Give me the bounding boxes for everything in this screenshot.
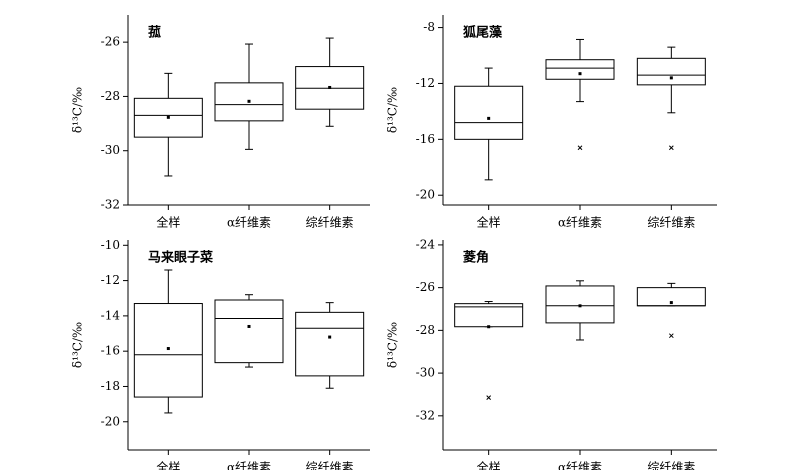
panel-title: 菱角 bbox=[463, 250, 489, 266]
outlier bbox=[668, 333, 674, 339]
panel-title: 马来眼子菜 bbox=[148, 250, 213, 266]
x-tick-label: 全样 bbox=[477, 460, 501, 471]
y-tick-label: -28 bbox=[416, 323, 435, 337]
y-tick-label: -14 bbox=[101, 308, 121, 322]
outlier bbox=[668, 145, 674, 151]
box bbox=[214, 299, 284, 364]
mean bbox=[487, 116, 491, 120]
y-tick-label: -10 bbox=[101, 238, 120, 252]
mean bbox=[247, 324, 251, 328]
x-tick-label: 综纤维素 bbox=[306, 216, 354, 230]
box bbox=[636, 57, 706, 86]
mean bbox=[166, 115, 170, 119]
mean bbox=[328, 85, 332, 89]
y-tick-label: -8 bbox=[423, 20, 435, 34]
x-tick-label: 全样 bbox=[156, 215, 180, 230]
y-tick-label: -24 bbox=[416, 237, 436, 251]
panel-title: 狐尾藻 bbox=[463, 25, 503, 41]
y-tick-label: -32 bbox=[101, 198, 120, 212]
y-tick-label: -12 bbox=[416, 76, 435, 90]
mean bbox=[166, 347, 170, 351]
y-tick-label: -18 bbox=[101, 379, 120, 393]
y-tick-label: -16 bbox=[416, 132, 435, 146]
y-axis-label: δ¹³C/‰ bbox=[71, 87, 85, 133]
y-axis-label: δ¹³C/‰ bbox=[71, 322, 85, 368]
box bbox=[545, 59, 615, 80]
mean bbox=[328, 335, 332, 339]
y-tick-label: -16 bbox=[101, 344, 120, 358]
box bbox=[133, 303, 203, 398]
x-tick-label: α纤维素 bbox=[558, 461, 602, 471]
mean bbox=[578, 304, 582, 308]
y-tick-label: -20 bbox=[416, 188, 435, 202]
x-tick-label: α纤维素 bbox=[227, 216, 271, 230]
y-axis-label: δ¹³C/‰ bbox=[386, 322, 400, 368]
y-tick-label: -32 bbox=[416, 408, 435, 422]
mean bbox=[487, 325, 491, 329]
y-tick-label: -20 bbox=[101, 414, 120, 428]
mean bbox=[247, 99, 251, 103]
x-tick-label: 综纤维素 bbox=[306, 461, 354, 471]
outlier bbox=[577, 145, 583, 151]
y-tick-label: -26 bbox=[101, 35, 120, 49]
x-tick-label: 综纤维素 bbox=[647, 216, 695, 230]
y-tick-label: -12 bbox=[101, 273, 120, 287]
outlier bbox=[486, 395, 492, 401]
x-tick-label: 综纤维素 bbox=[647, 461, 695, 471]
x-tick-label: 全样 bbox=[156, 460, 180, 471]
x-tick-label: α纤维素 bbox=[558, 216, 602, 230]
mean bbox=[669, 301, 673, 305]
y-axis-label: δ¹³C/‰ bbox=[386, 87, 400, 133]
y-tick-label: -28 bbox=[101, 89, 120, 103]
box bbox=[454, 85, 524, 140]
box bbox=[295, 311, 365, 377]
y-tick-label: -30 bbox=[416, 366, 435, 380]
y-tick-label: -26 bbox=[416, 280, 435, 294]
panel-title: 菰 bbox=[148, 25, 161, 41]
x-tick-label: 全样 bbox=[477, 215, 501, 230]
mean bbox=[578, 72, 582, 76]
mean bbox=[669, 76, 673, 80]
x-tick-label: α纤维素 bbox=[227, 461, 271, 471]
y-tick-label: -30 bbox=[101, 143, 120, 157]
